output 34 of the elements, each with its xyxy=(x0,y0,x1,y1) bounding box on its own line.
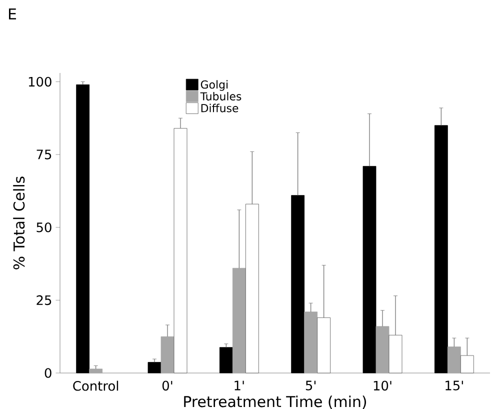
legend-label: Golgi xyxy=(200,80,228,91)
bar xyxy=(317,317,331,374)
x-axis-title: Pretreatment Time (min) xyxy=(184,396,366,409)
bar xyxy=(89,368,103,374)
x-tick-label: 0' xyxy=(162,380,172,391)
bar xyxy=(148,362,162,374)
bar xyxy=(304,312,318,374)
bar xyxy=(219,347,233,374)
y-tick-label: 100 xyxy=(28,76,52,87)
y-tick-label: 75 xyxy=(36,150,52,160)
bar xyxy=(174,128,188,374)
legend-label: Tubules xyxy=(200,92,242,100)
y-axis-title: % Total Cells xyxy=(13,176,25,270)
y-tick-label: 0 xyxy=(44,368,52,378)
bar xyxy=(388,334,402,374)
x-tick-label: 1' xyxy=(234,380,244,390)
y-tick-label: 25 xyxy=(36,295,52,306)
bar xyxy=(232,268,246,374)
legend-label: Diffuse xyxy=(201,104,238,112)
x-tick-label: 10' xyxy=(374,380,392,391)
bar xyxy=(447,346,461,374)
bar xyxy=(434,125,448,374)
bar xyxy=(160,336,174,374)
bar xyxy=(362,166,376,374)
bar xyxy=(291,195,305,374)
bar xyxy=(245,204,259,374)
chart-title: E xyxy=(8,8,16,20)
bar xyxy=(460,355,474,374)
x-tick-label: 5' xyxy=(306,380,316,390)
y-tick-label: 50 xyxy=(36,222,52,232)
x-tick-label: Control xyxy=(73,380,118,391)
bar xyxy=(76,84,90,374)
x-tick-label: 15' xyxy=(446,380,463,390)
bar xyxy=(376,326,390,374)
